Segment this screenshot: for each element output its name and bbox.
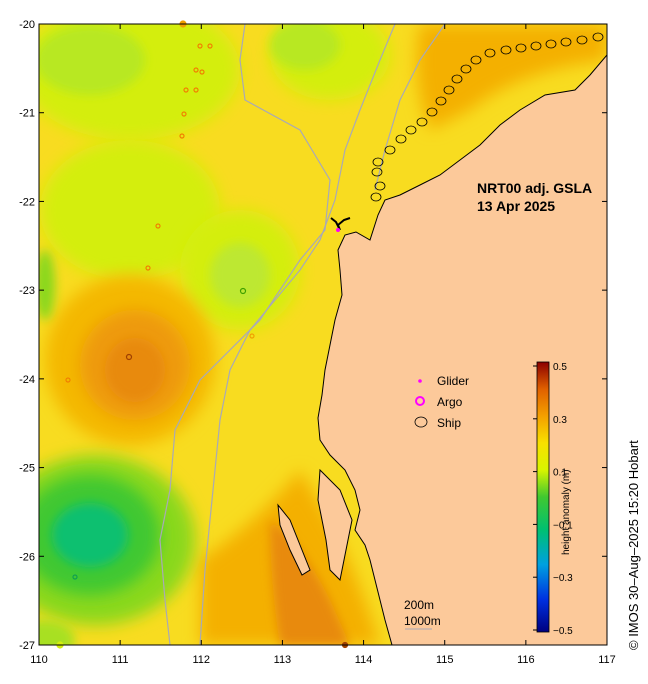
- lat-tick-label: -21: [19, 108, 35, 120]
- lat-tick-label: -25: [19, 463, 35, 475]
- lon-tick-label: 112: [193, 654, 211, 666]
- colorbar-tick-label: −0.5: [553, 626, 573, 637]
- map-title-line2: 13 Apr 2025: [477, 198, 555, 214]
- isobath-lines: [159, 24, 446, 645]
- lon-tick-label: 114: [355, 654, 373, 666]
- longitude-axis: 110 111 112 113 114 115 116 117: [30, 24, 616, 666]
- lat-tick-label: -24: [19, 374, 35, 386]
- isobath-200m-label: 200m: [404, 598, 434, 612]
- lon-tick-label: 110: [30, 654, 48, 666]
- isobath-200m: [159, 24, 331, 645]
- argo-legend-label: Argo: [437, 395, 463, 409]
- lon-tick-label: 116: [517, 654, 535, 666]
- plot-frame: [38, 23, 608, 646]
- lat-tick-label: -20: [19, 19, 35, 31]
- ship-legend-icon: [414, 416, 428, 428]
- isobath-1000m: [199, 24, 396, 645]
- colorbar: 0.5 0.3 0.1 −0.1 −0.3 −0.5 height anomaly (m): [533, 361, 573, 637]
- colorbar-tick-label: 0.5: [553, 362, 567, 373]
- latitude-axis: -20 -21 -22 -23 -24 -25 -26 -27: [19, 19, 607, 652]
- glider-track: [330, 217, 351, 232]
- glider-legend-label: Glider: [437, 374, 469, 388]
- lat-tick-label: -27: [19, 640, 35, 652]
- platform-legend: Glider Argo Ship: [414, 374, 469, 430]
- colorbar-tick-label: 0.1: [553, 468, 567, 479]
- ship-track: [370, 32, 604, 202]
- lon-tick-label: 115: [436, 654, 454, 666]
- colorbar-ticks: 0.5 0.3 0.1 −0.1 −0.3 −0.5: [533, 362, 573, 637]
- glider-legend-icon: [418, 379, 422, 383]
- colorbar-title: height anomaly (m): [561, 469, 572, 555]
- isobath-shelf-north: [374, 24, 446, 191]
- lon-tick-label: 113: [274, 654, 292, 666]
- argo-legend-icon: [415, 396, 425, 406]
- colorbar-tick-label: −0.1: [553, 520, 573, 531]
- colorbar-gradient: [536, 361, 550, 633]
- lat-tick-label: -22: [19, 196, 35, 208]
- lon-tick-label: 111: [112, 654, 129, 666]
- lat-tick-label: -23: [19, 285, 35, 297]
- colorbar-tick-label: −0.3: [553, 573, 573, 584]
- isobath-1000m-label: 1000m: [404, 614, 441, 628]
- map-title-line1: NRT00 adj. GSLA: [477, 180, 592, 196]
- colorbar-tick-label: 0.3: [553, 415, 567, 426]
- lat-tick-label: -26: [19, 551, 35, 563]
- ship-legend-label: Ship: [437, 416, 461, 430]
- land-mass: [277, 54, 607, 645]
- lon-tick-label: 117: [598, 654, 616, 666]
- copyright-notice: © IMOS 30–Aug–2025 15:20 Hobart: [626, 440, 641, 650]
